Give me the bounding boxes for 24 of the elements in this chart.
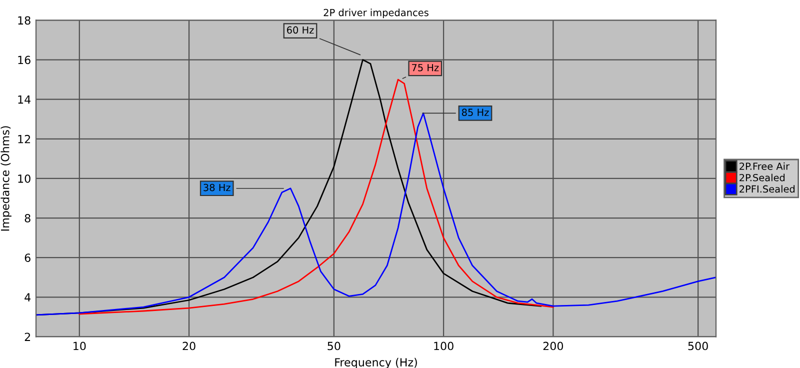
- y-tick-label: 16: [18, 56, 30, 64]
- y-tick-label: 18: [18, 16, 30, 25]
- x-tick-label: 100: [434, 342, 454, 350]
- y-tick-label: 6: [24, 254, 30, 262]
- y-tick-label: 10: [18, 174, 30, 183]
- chart-title: 2P driver impedances: [324, 8, 428, 18]
- y-axis-title: Impedance (Ohms): [0, 126, 12, 231]
- annotation: 60 Hz: [287, 26, 314, 34]
- annotation: 38 Hz: [204, 184, 230, 192]
- x-tick-label: 50: [328, 342, 340, 350]
- y-tick-label: 4: [24, 293, 31, 302]
- annotation: 75 Hz: [412, 64, 439, 72]
- y-tick-label: 12: [18, 134, 30, 144]
- y-tick-label: 8: [24, 214, 30, 222]
- legend-label: 2PFI.Sealed: [740, 185, 795, 193]
- y-tick-label: 2: [24, 332, 30, 341]
- x-tick-label: 200: [543, 342, 564, 350]
- y-tick-label: 14: [18, 95, 31, 104]
- legend-label: 2P.Sealed: [740, 174, 785, 182]
- x-tick-label: 500: [688, 342, 708, 350]
- x-tick-label: 20: [182, 342, 196, 350]
- annotation: 85 Hz: [462, 108, 489, 116]
- x-tick-label: 10: [74, 342, 86, 350]
- legend-label: 2P.Free Air: [740, 162, 790, 170]
